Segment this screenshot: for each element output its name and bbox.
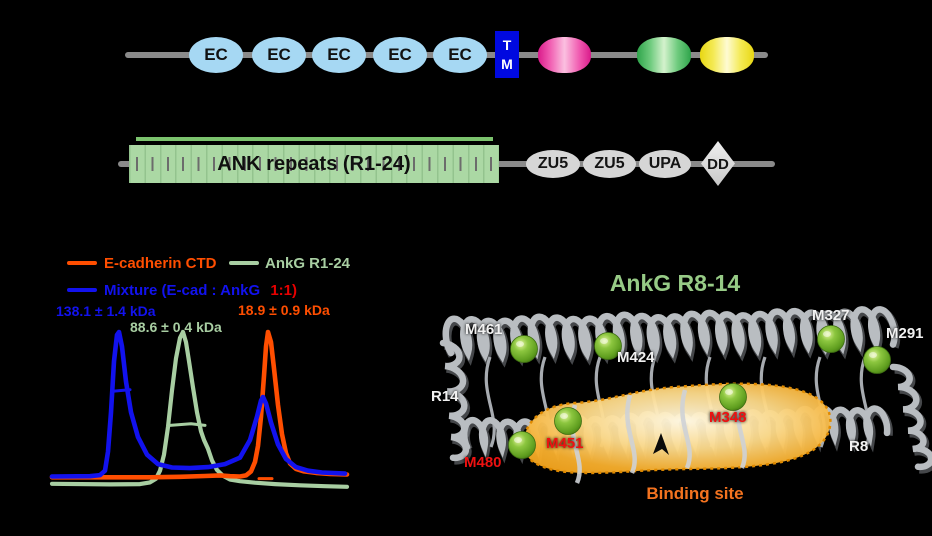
ec-domain-label: EC (267, 45, 291, 64)
legend-dash-mixture (67, 288, 97, 292)
ank-region-overline (136, 137, 493, 141)
ec-domain-label: EC (448, 45, 472, 64)
mass-label-mixture: 138.1 ± 1.4 kDa (56, 303, 156, 319)
methionine-sphere (863, 346, 891, 374)
tm-label-m: M (501, 55, 513, 72)
ec-domain-4: EC (373, 37, 427, 73)
residue-label-m327: M327 (812, 307, 850, 324)
sec-chromatogram-plot (49, 329, 350, 489)
legend-label-ankg: AnkG R1-24 (265, 255, 351, 272)
methionine-sphere (510, 335, 538, 363)
ank-repeats-box: ANK repeats (R1-24) (129, 145, 499, 183)
residue-label-m461: M461 (465, 321, 503, 338)
ec-domain-2: EC (252, 37, 306, 73)
zu5-label: ZU5 (537, 155, 569, 172)
yellow-domain-oval (700, 37, 754, 73)
upa-label: UPA (648, 155, 682, 172)
upa-domain: UPA (639, 150, 691, 178)
legend-label-mixture: Mixture (E-cad : AnkG 1:1) (104, 282, 297, 299)
legend-label-mixture-ratio: 1:1) (270, 282, 297, 299)
legend-label-ecad: E-cadherin CTD (104, 255, 217, 272)
ank-repeats-label: ANK repeats (R1-24) (217, 152, 411, 175)
dd-label: DD (707, 155, 729, 173)
methionine-sphere (554, 407, 582, 435)
green-domain-oval (637, 37, 691, 73)
ec-domain-5: EC (433, 37, 487, 73)
repeat-label-r14: R14 (431, 388, 459, 405)
pink-domain-oval (538, 37, 591, 73)
ank-repeat-ticks (136, 157, 492, 171)
repeat-label-r8: R8 (849, 438, 869, 455)
residue-label-m451: M451 (546, 435, 584, 452)
structure-title: AnkG R8-14 (609, 270, 741, 296)
ec-domain-3: EC (312, 37, 366, 73)
ec-domain-label: EC (204, 45, 228, 64)
ec-domain-label: EC (388, 45, 412, 64)
legend-dash-ecad (67, 261, 97, 265)
tm-domain: T M (495, 31, 519, 78)
zu5-label: ZU5 (594, 155, 625, 172)
mass-label-ankg: 88.6 ± 0.4 kDa (130, 319, 222, 335)
zu5-domain-2: ZU5 (583, 150, 636, 178)
ec-domain-label: EC (327, 45, 351, 64)
ribbon-structure-drawing (439, 306, 932, 484)
residue-label-m348: M348 (709, 409, 747, 426)
legend-label-mixture-main: Mixture (E-cad : AnkG (104, 282, 261, 299)
zu5-domain-1: ZU5 (526, 150, 580, 178)
mass-label-ecad: 18.9 ± 0.9 kDa (238, 302, 330, 318)
ec-domain-1: EC (189, 37, 243, 73)
methionine-sphere (817, 325, 845, 353)
tm-label-t: T (502, 36, 512, 53)
residue-label-m424: M424 (617, 349, 655, 366)
legend-dash-ankg (229, 261, 259, 265)
methionine-sphere (719, 383, 747, 411)
methionine-sphere (508, 431, 536, 459)
residue-label-m480: M480 (464, 454, 502, 471)
binding-site-label: Binding site (646, 484, 744, 503)
residue-label-m291: M291 (886, 325, 924, 342)
